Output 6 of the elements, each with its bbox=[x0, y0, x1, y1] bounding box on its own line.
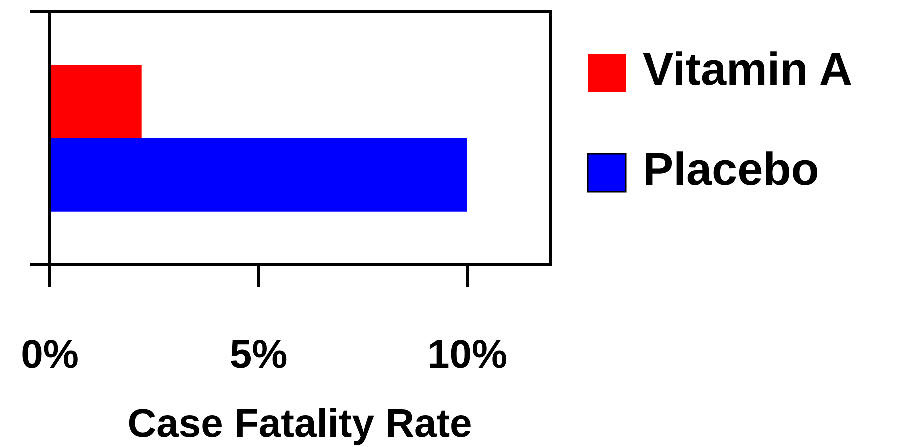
legend-label: Placebo bbox=[643, 143, 820, 196]
x-tick-label: 10% bbox=[427, 333, 508, 377]
legend-label: Vitamin A bbox=[643, 43, 853, 96]
x-axis-title: Case Fatality Rate bbox=[128, 402, 472, 446]
x-tick-label: 5% bbox=[230, 333, 288, 377]
x-tick-label: 0% bbox=[21, 333, 79, 377]
